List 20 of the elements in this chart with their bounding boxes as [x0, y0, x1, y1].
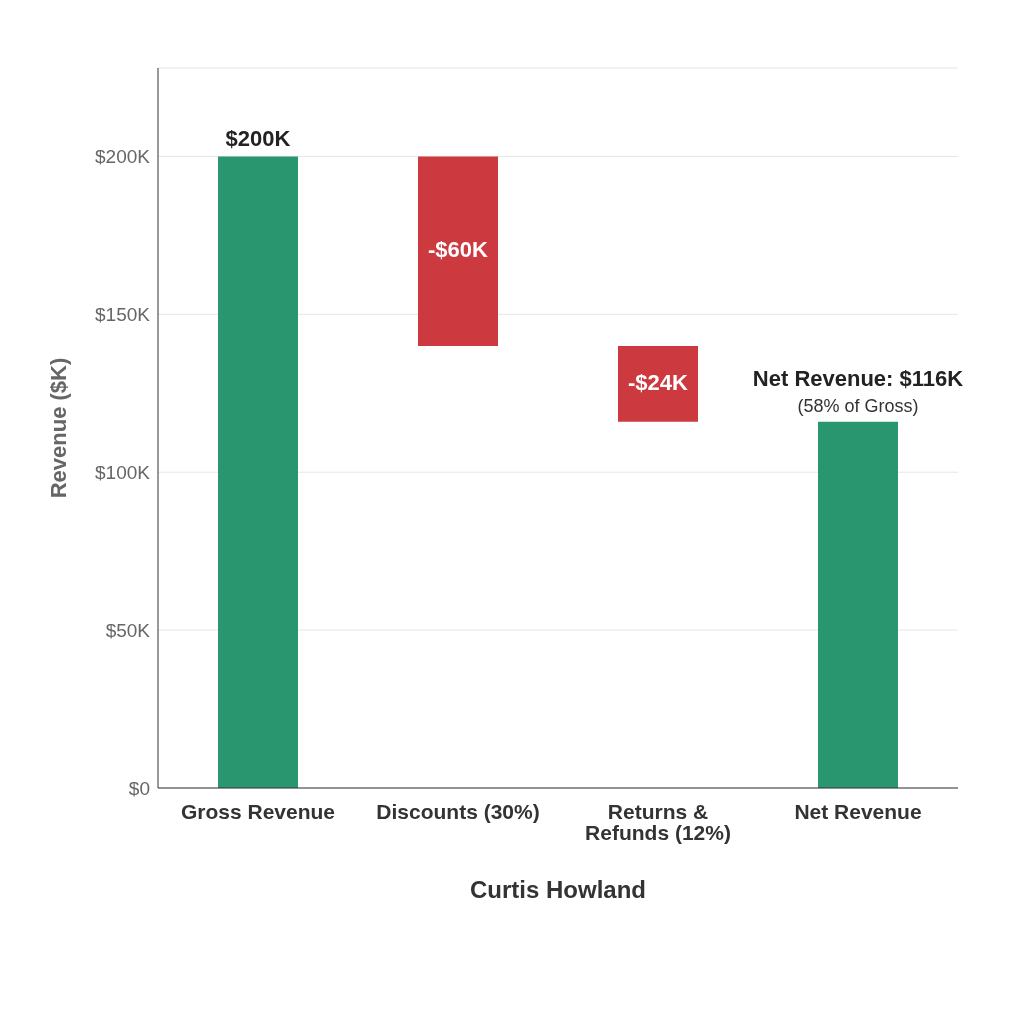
x-tick-label: Net Revenue [794, 799, 922, 823]
x-tick-label: Returns & Refunds (12%) [585, 799, 731, 844]
y-tick-label: $100K [95, 461, 151, 483]
data-label: -$60K [428, 236, 489, 262]
bar [418, 156, 498, 346]
y-tick-label: $200K [95, 146, 151, 168]
y-axis-title: Revenue ($K) [45, 357, 71, 499]
data-label: Net Revenue: $116K [752, 365, 964, 391]
y-tick-label: $0 [128, 777, 150, 799]
data-label: -$24K [628, 369, 689, 395]
y-tick-label: $50K [105, 619, 151, 641]
bar [818, 421, 898, 788]
x-tick-label: Discounts (30%) [376, 799, 540, 823]
y-tick-label: $150K [95, 304, 151, 326]
x-tick-label: Gross Revenue [180, 799, 336, 823]
bar [218, 156, 298, 788]
bar [618, 345, 698, 422]
data-label: $200K [225, 126, 291, 152]
x-axis-title: Curtis Howland [469, 876, 647, 903]
annotation: (58% of Gross) [797, 395, 919, 416]
